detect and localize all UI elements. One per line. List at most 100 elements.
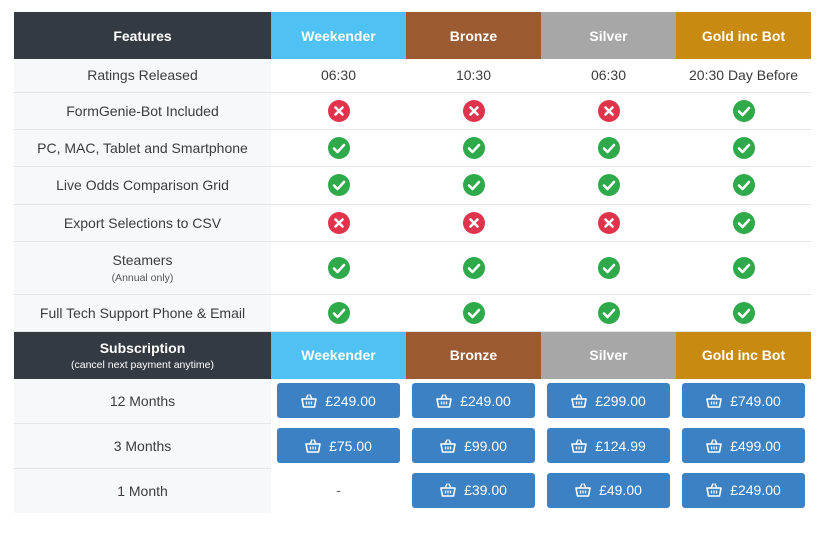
basket-icon — [571, 394, 587, 408]
subscription-cell-gold: £749.00 — [676, 378, 811, 423]
cross-icon — [462, 211, 485, 234]
pricing-table: Features Weekender Bronze Silver Gold in… — [14, 12, 811, 513]
check-icon — [732, 211, 755, 234]
feature-value-bronze — [406, 204, 541, 242]
buy-button-weekender[interactable]: £249.00 — [277, 383, 400, 419]
check-icon — [462, 301, 485, 324]
sub-plan-header-gold: Gold inc Bot — [676, 331, 811, 379]
price-label: £299.00 — [595, 392, 646, 409]
features-header-row: Features Weekender Bronze Silver Gold in… — [14, 12, 811, 59]
check-icon — [732, 136, 755, 159]
subscription-rows: 12 Months £249.00 £249.00 £299.00 £749.00 3 M… — [14, 378, 811, 513]
feature-row: Full Tech Support Phone & Email — [14, 294, 811, 332]
buy-button-silver[interactable]: £299.00 — [547, 383, 670, 419]
subscription-cell-silver: £49.00 — [541, 468, 676, 513]
feature-value-bronze — [406, 166, 541, 205]
feature-value-bronze — [406, 294, 541, 332]
feature-value-gold — [676, 204, 811, 242]
cross-icon — [597, 211, 620, 234]
price-label: £99.00 — [464, 437, 507, 454]
pricing-table-container: Features Weekender Bronze Silver Gold in… — [14, 12, 811, 513]
feature-value-silver — [541, 204, 676, 242]
feature-label-text: Ratings Released — [87, 67, 198, 84]
feature-value-gold — [676, 92, 811, 130]
basket-icon — [706, 438, 722, 453]
feature-value-weekender — [271, 294, 406, 332]
subscription-cell-weekender: £249.00 — [271, 378, 406, 423]
feature-value-gold — [676, 294, 811, 332]
buy-button-bronze[interactable]: £249.00 — [412, 383, 535, 419]
subscription-row: 3 Months £75.00 £99.00 £124.99 £499.00 — [14, 423, 811, 469]
feature-note: (Annual only) — [111, 271, 174, 284]
subscription-cell-bronze: £249.00 — [406, 378, 541, 423]
basket-icon — [440, 483, 456, 498]
subscription-cell-bronze: £39.00 — [406, 468, 541, 513]
subscription-period: 1 Month — [14, 468, 271, 513]
basket-icon — [301, 394, 317, 408]
buy-button-silver[interactable]: £49.00 — [547, 472, 670, 508]
cross-icon — [327, 211, 350, 234]
buy-button-gold[interactable]: £749.00 — [682, 383, 805, 419]
feature-value-gold: 20:30 Day Before — [676, 59, 811, 93]
feature-value-gold — [676, 129, 811, 167]
subscription-cell-weekender: £75.00 — [271, 423, 406, 468]
check-icon — [597, 174, 620, 196]
check-icon — [327, 136, 350, 159]
buy-button-bronze[interactable]: £99.00 — [412, 428, 535, 463]
sub-plan-header-bronze: Bronze — [406, 331, 541, 379]
subscription-cell-weekender: - — [271, 468, 406, 513]
feature-value-weekender — [271, 204, 406, 242]
feature-value-weekender — [271, 92, 406, 130]
feature-label: Steamers (Annual only) — [14, 241, 271, 295]
check-icon — [327, 301, 350, 324]
feature-label-text: Full Tech Support Phone & Email — [39, 304, 246, 321]
sub-plan-header-weekender: Weekender — [271, 331, 406, 379]
feature-row: Steamers (Annual only) — [14, 241, 811, 295]
feature-value-silver — [541, 241, 676, 295]
feature-label: Full Tech Support Phone & Email — [14, 294, 271, 332]
feature-value-text: 06:30 — [320, 67, 357, 84]
feature-row: PC, MAC, Tablet and Smartphone — [14, 129, 811, 167]
subscription-cell-gold: £499.00 — [676, 423, 811, 468]
feature-row: FormGenie-Bot Included — [14, 92, 811, 130]
feature-value-bronze — [406, 241, 541, 295]
price-label: £39.00 — [464, 482, 507, 499]
buy-button-gold[interactable]: £249.00 — [682, 472, 805, 508]
feature-row: Live Odds Comparison Grid — [14, 166, 811, 205]
cross-icon — [597, 99, 620, 122]
feature-value-silver: 06:30 — [541, 59, 676, 93]
buy-button-gold[interactable]: £499.00 — [682, 428, 805, 463]
basket-icon — [436, 394, 452, 408]
check-icon — [732, 256, 755, 279]
basket-icon — [706, 394, 722, 408]
check-icon — [597, 136, 620, 159]
feature-value-bronze — [406, 129, 541, 167]
buy-button-bronze[interactable]: £39.00 — [412, 472, 535, 508]
check-icon — [597, 301, 620, 324]
plan-header-bronze: Bronze — [406, 12, 541, 59]
price-label: £249.00 — [730, 482, 781, 499]
features-header: Features — [14, 12, 271, 59]
subscription-row: 12 Months £249.00 £249.00 £299.00 £749.00 — [14, 378, 811, 424]
feature-label: Ratings Released — [14, 59, 271, 93]
subscription-period: 3 Months — [14, 423, 271, 469]
feature-label-text: FormGenie-Bot Included — [66, 102, 219, 119]
price-label: £249.00 — [325, 392, 376, 409]
buy-button-weekender[interactable]: £75.00 — [277, 428, 400, 463]
buy-button-silver[interactable]: £124.99 — [547, 428, 670, 463]
feature-label: PC, MAC, Tablet and Smartphone — [14, 129, 271, 167]
feature-rows: Ratings Released 06:30 10:30 06:30 20:30 Day… — [14, 59, 811, 332]
check-icon — [732, 99, 755, 122]
feature-value-silver — [541, 92, 676, 130]
check-icon — [327, 174, 350, 196]
subscription-header: Subscription (cancel next payment anytim… — [14, 331, 271, 379]
feature-value-bronze — [406, 92, 541, 130]
plan-header-weekender: Weekender — [271, 12, 406, 59]
feature-value-gold — [676, 241, 811, 295]
basket-icon — [305, 438, 321, 453]
subscription-cell-silver: £299.00 — [541, 378, 676, 423]
sub-plan-header-silver: Silver — [541, 331, 676, 379]
subscription-cell-bronze: £99.00 — [406, 423, 541, 468]
feature-value-weekender — [271, 166, 406, 205]
feature-value-silver — [541, 294, 676, 332]
